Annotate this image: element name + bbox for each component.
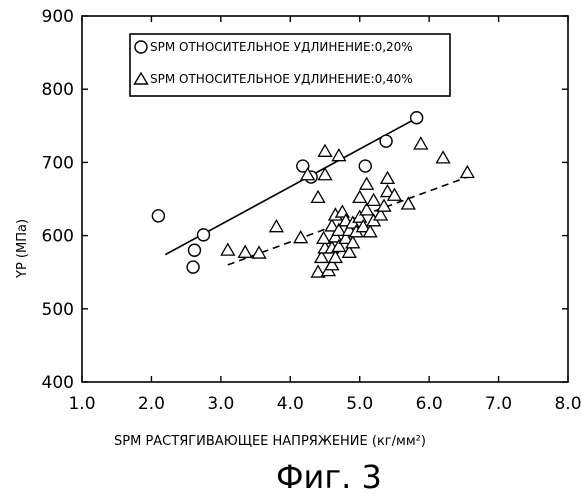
triangle-point — [402, 198, 415, 209]
x-tick-label: 5.0 — [346, 394, 373, 414]
x-axis-title: SPM РАСТЯГИВАЮЩЕЕ НАПРЯЖЕНИЕ (кг/мм²) — [114, 434, 426, 449]
triangle-point — [239, 246, 252, 257]
data-points — [152, 112, 473, 277]
legend-marker-circle — [135, 41, 147, 53]
legend-label-0-40: SPM ОТНОСИТЕЛЬНОЕ УДЛИНЕНИЕ:0,40% — [150, 72, 413, 86]
y-tick-label: 600 — [42, 227, 74, 247]
legend: SPM ОТНОСИТЕЛЬНОЕ УДЛИНЕНИЕ:0,20% SPM ОТ… — [130, 34, 450, 96]
x-tick-label: 4.0 — [277, 394, 304, 414]
y-tick-label: 700 — [42, 153, 74, 173]
circle-point — [152, 210, 164, 222]
triangle-point — [437, 152, 450, 163]
y-tick-label: 400 — [42, 373, 74, 393]
x-tick-label: 3.0 — [207, 394, 234, 414]
triangle-point — [332, 149, 345, 160]
y-tick-label: 900 — [42, 7, 74, 27]
triangle-point — [312, 191, 325, 202]
triangle-point — [414, 138, 427, 149]
x-tick-label: 1.0 — [68, 394, 95, 414]
triangle-point — [319, 145, 332, 156]
triangle-point — [317, 232, 330, 243]
triangle-point — [381, 172, 394, 183]
circle-point — [198, 229, 210, 241]
x-tick-label: 2.0 — [138, 394, 165, 414]
y-tick-label: 500 — [42, 300, 74, 320]
triangle-point — [221, 244, 234, 255]
triangle-point — [294, 231, 307, 242]
circle-point — [188, 244, 200, 256]
triangle-point — [270, 220, 283, 231]
x-tick-label: 8.0 — [554, 394, 581, 414]
circle-point — [187, 261, 199, 273]
triangle-point — [360, 178, 373, 189]
x-tick-label: 6.0 — [416, 394, 443, 414]
x-tick-label: 7.0 — [485, 394, 512, 414]
triangle-point — [353, 191, 366, 202]
y-axis-title: YP (MПa) — [15, 219, 30, 279]
circle-point — [411, 112, 423, 124]
circle-point — [359, 160, 371, 172]
figure-caption: Фиг. 3 — [276, 458, 382, 496]
circle-point — [380, 135, 392, 147]
legend-label-0-20: SPM ОТНОСИТЕЛЬНОЕ УДЛИНЕНИЕ:0,20% — [150, 40, 413, 54]
triangle-point — [367, 194, 380, 205]
triangle-point — [461, 166, 474, 177]
y-tick-label: 800 — [42, 80, 74, 100]
